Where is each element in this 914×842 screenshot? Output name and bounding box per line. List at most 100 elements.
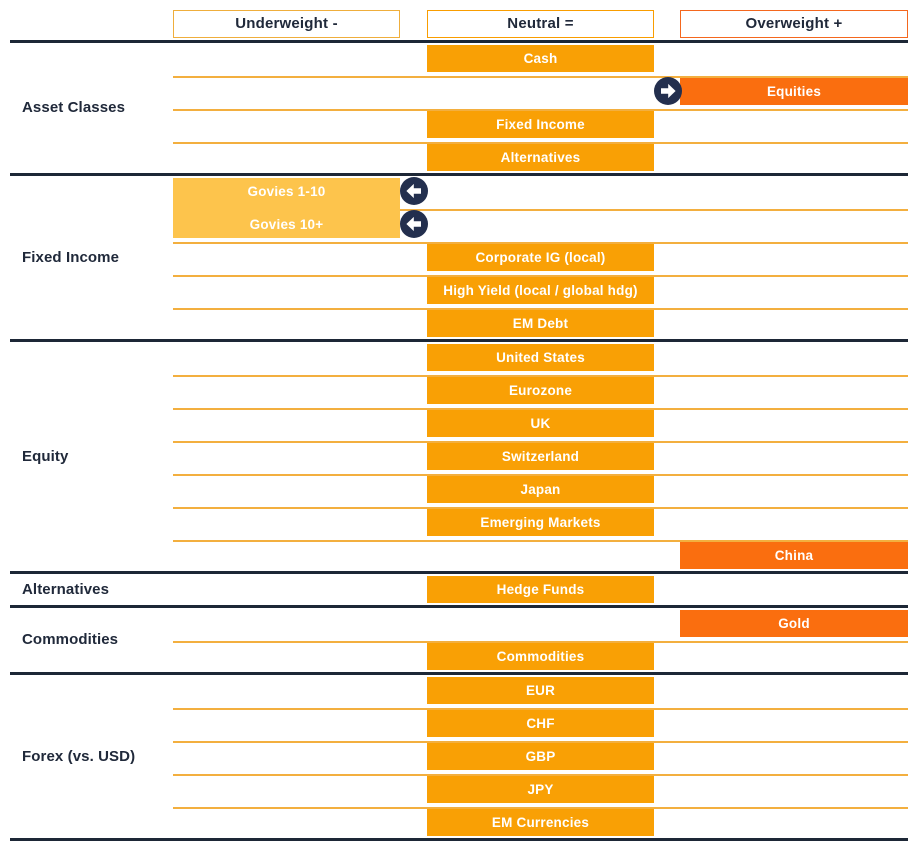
bar-label: EM Debt <box>512 315 569 331</box>
row-gridline <box>173 408 908 410</box>
bar-label: Emerging Markets <box>480 514 601 530</box>
bar-label: GBP <box>525 748 556 764</box>
section-divider <box>10 838 908 841</box>
bar-label: Corporate IG (local) <box>475 249 606 265</box>
allocation-bar-chf: CHF <box>427 709 654 737</box>
row-gridline <box>173 474 908 476</box>
bar-label: High Yield (local / global hdg) <box>443 282 638 298</box>
row-gridline <box>173 441 908 443</box>
bar-label: Govies 10+ <box>249 216 324 232</box>
allocation-bar-hedge-funds: Hedge Funds <box>427 575 654 603</box>
allocation-row-fixed-income: Fixed Income <box>0 110 914 144</box>
row-gridline <box>173 142 908 144</box>
allocation-bar-jpy: JPY <box>427 775 654 803</box>
allocation-bar-commodities: Commodities <box>427 642 654 670</box>
allocation-row-switzerland: Switzerland <box>0 442 914 476</box>
allocation-row-emerging-markets: Emerging Markets <box>0 508 914 542</box>
bar-label: Fixed Income <box>496 116 585 132</box>
row-gridline <box>173 76 908 78</box>
section-label: Forex (vs. USD) <box>22 747 136 765</box>
allocation-row-jpy: JPY <box>0 775 914 809</box>
left-arrow-icon <box>400 177 428 205</box>
allocation-bar-fixed-income: Fixed Income <box>427 110 654 138</box>
bar-label: EUR <box>525 682 556 698</box>
bar-label: Cash <box>523 50 558 66</box>
row-gridline <box>173 209 908 211</box>
allocation-bar-alternatives: Alternatives <box>427 143 654 171</box>
bar-label: EM Currencies <box>491 814 590 830</box>
allocation-bar-eur: EUR <box>427 676 654 704</box>
section-divider <box>10 571 908 574</box>
section-label: Asset Classes <box>22 99 126 117</box>
allocation-row-govies-10: Govies 10+ <box>0 210 914 244</box>
allocation-bar-united-states: United States <box>427 343 654 371</box>
bar-label: Equities <box>766 83 822 99</box>
row-gridline <box>173 641 908 643</box>
allocation-row-cash: Cash <box>0 44 914 78</box>
allocation-row-gold: Gold <box>0 609 914 643</box>
right-arrow-icon <box>654 77 682 105</box>
bar-label: Gold <box>778 615 810 631</box>
row-gridline <box>173 375 908 377</box>
section-divider <box>10 605 908 608</box>
section-divider <box>10 173 908 176</box>
bar-label: Eurozone <box>508 382 573 398</box>
allocation-row-gbp: GBP <box>0 742 914 776</box>
bar-label: China <box>774 547 814 563</box>
allocation-bar-uk: UK <box>427 409 654 437</box>
allocation-grid: Asset Classes Cash Equities Fixed Income Alt… <box>0 43 914 841</box>
allocation-bar-china: China <box>680 541 908 569</box>
column-header-underweight: Underweight - <box>173 10 400 38</box>
bar-label: UK <box>530 415 551 431</box>
row-gridline <box>173 275 908 277</box>
allocation-row-em-currencies: EM Currencies <box>0 808 914 839</box>
row-gridline <box>173 540 908 542</box>
allocation-bar-eurozone: Eurozone <box>427 376 654 404</box>
allocation-row-hedge-funds: Hedge Funds <box>0 575 914 606</box>
section-label: Commodities <box>22 631 119 649</box>
allocation-row-em-debt: EM Debt <box>0 309 914 340</box>
column-headers: Underweight - Neutral = Overweight + <box>0 0 914 43</box>
allocation-row-uk: UK <box>0 409 914 443</box>
allocation-bar-corporate-ig-local: Corporate IG (local) <box>427 243 654 271</box>
allocation-row-commodities: Commodities <box>0 642 914 673</box>
allocation-row-japan: Japan <box>0 475 914 509</box>
allocation-row-united-states: United States <box>0 343 914 377</box>
allocation-bar-japan: Japan <box>427 475 654 503</box>
section-forex-vs-usd: Forex (vs. USD) EUR CHF GBP JPY EM Currencies <box>0 675 914 841</box>
bar-label: Japan <box>520 481 561 497</box>
allocation-row-alternatives: Alternatives <box>0 143 914 174</box>
allocation-bar-cash: Cash <box>427 44 654 72</box>
row-gridline <box>173 708 908 710</box>
row-gridline <box>173 741 908 743</box>
bar-label: Commodities <box>496 648 585 664</box>
section-label: Equity <box>22 447 69 465</box>
section-fixed-income: Fixed Income Govies 1-10 Govies 10+ Corpora… <box>0 176 914 342</box>
allocation-row-corporate-ig-local: Corporate IG (local) <box>0 243 914 277</box>
bar-label: Hedge Funds <box>496 581 585 597</box>
bar-label: JPY <box>527 781 554 797</box>
row-gridline <box>173 774 908 776</box>
allocation-bar-gold: Gold <box>680 609 908 637</box>
section-label: Fixed Income <box>22 248 120 266</box>
header-divider <box>10 40 908 43</box>
allocation-row-equities: Equities <box>0 77 914 111</box>
allocation-bar-switzerland: Switzerland <box>427 442 654 470</box>
section-commodities: Commodities Gold Commodities <box>0 608 914 675</box>
bar-label: CHF <box>526 715 555 731</box>
bar-label: Govies 1-10 <box>247 183 326 199</box>
section-asset-classes: Asset Classes Cash Equities Fixed Income Alt… <box>0 43 914 176</box>
allocation-bar-govies-10: Govies 10+ <box>173 210 400 238</box>
allocation-row-high-yield-local-global-hdg: High Yield (local / global hdg) <box>0 276 914 310</box>
allocation-row-eurozone: Eurozone <box>0 376 914 410</box>
allocation-bar-em-currencies: EM Currencies <box>427 808 654 836</box>
row-gridline <box>173 507 908 509</box>
row-gridline <box>173 807 908 809</box>
allocation-bar-equities: Equities <box>680 77 908 105</box>
bar-label: United States <box>496 349 585 365</box>
left-arrow-icon <box>400 210 428 238</box>
allocation-row-chf: CHF <box>0 709 914 743</box>
section-label: Alternatives <box>22 580 110 598</box>
allocation-bar-gbp: GBP <box>427 742 654 770</box>
